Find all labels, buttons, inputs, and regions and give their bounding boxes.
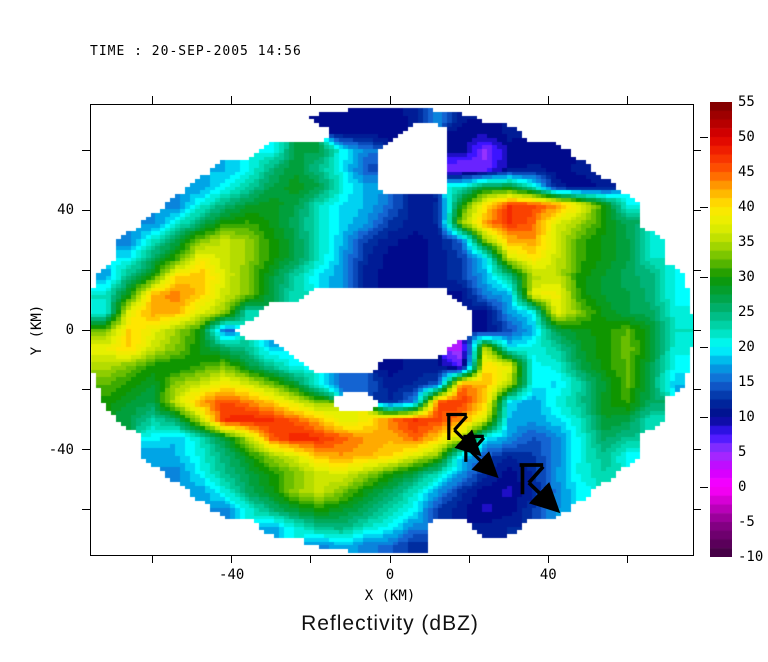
reflectivity-heatmap — [90, 104, 693, 555]
y-axis-label: Y (KM) — [29, 304, 45, 356]
y-tick — [82, 150, 90, 152]
colorbar-tick-label: 45 — [738, 164, 755, 180]
x-tick-label: -40 — [219, 567, 245, 583]
x-tick — [310, 555, 312, 563]
y-tick — [82, 389, 90, 391]
x-tick-top — [547, 96, 549, 104]
x-tick-top — [231, 96, 233, 104]
x-tick-top — [152, 96, 154, 104]
colorbar-side-tick — [700, 346, 708, 348]
x-axis-label: X (KM) — [364, 588, 416, 604]
colorbar-side-tick — [700, 416, 708, 418]
colorbar-tick-label: -5 — [738, 514, 755, 530]
figure-title: Reflectivity (dBZ) — [301, 612, 479, 635]
colorbar-side-tick — [700, 136, 708, 138]
colorbar-tick-label: 30 — [738, 269, 755, 285]
x-tick — [547, 555, 549, 563]
y-tick-right — [693, 508, 701, 510]
x-tick — [389, 555, 391, 563]
colorbar — [710, 102, 732, 557]
x-tick-top — [310, 96, 312, 104]
colorbar-tick-label: -10 — [738, 549, 764, 565]
x-tick-top — [626, 96, 628, 104]
colorbar-tick-label: 40 — [738, 199, 755, 215]
time-label: TIME : 20-SEP-2005 14:56 — [90, 44, 302, 59]
x-tick — [152, 555, 154, 563]
y-tick — [82, 269, 90, 271]
x-tick-label: 0 — [385, 567, 395, 583]
colorbar-tick-label: 5 — [738, 444, 747, 460]
colorbar-tick-label: 0 — [738, 479, 747, 495]
colorbar-tick-label: 20 — [738, 339, 755, 355]
colorbar-side-tick — [700, 206, 708, 208]
y-tick — [82, 209, 90, 211]
y-tick-right — [693, 209, 701, 211]
plot-border — [90, 104, 694, 556]
x-tick-top — [468, 96, 470, 104]
colorbar-tick-label: 25 — [738, 304, 755, 320]
x-tick — [231, 555, 233, 563]
colorbar-tick-label: 35 — [738, 234, 755, 250]
y-tick-right — [693, 329, 701, 331]
x-tick-label: 40 — [539, 567, 557, 583]
y-tick-label: -40 — [48, 441, 74, 458]
y-tick-right — [693, 449, 701, 451]
y-tick — [82, 329, 90, 331]
x-tick — [468, 555, 470, 563]
colorbar-tick-label: 50 — [738, 129, 755, 145]
y-tick-label: 0 — [65, 322, 74, 338]
colorbar-tick-label: 55 — [738, 94, 755, 110]
x-tick — [626, 555, 628, 563]
y-tick — [82, 449, 90, 451]
x-tick-top — [389, 96, 391, 104]
colorbar-side-tick — [700, 276, 708, 278]
colorbar-tick-label: 10 — [738, 409, 755, 425]
colorbar-tick-label: 15 — [738, 374, 755, 390]
y-tick — [82, 508, 90, 510]
y-tick-right — [693, 269, 701, 271]
y-tick-right — [693, 150, 701, 152]
colorbar-side-tick — [700, 486, 708, 488]
y-tick-label: 40 — [57, 202, 74, 219]
y-tick-right — [693, 389, 701, 391]
